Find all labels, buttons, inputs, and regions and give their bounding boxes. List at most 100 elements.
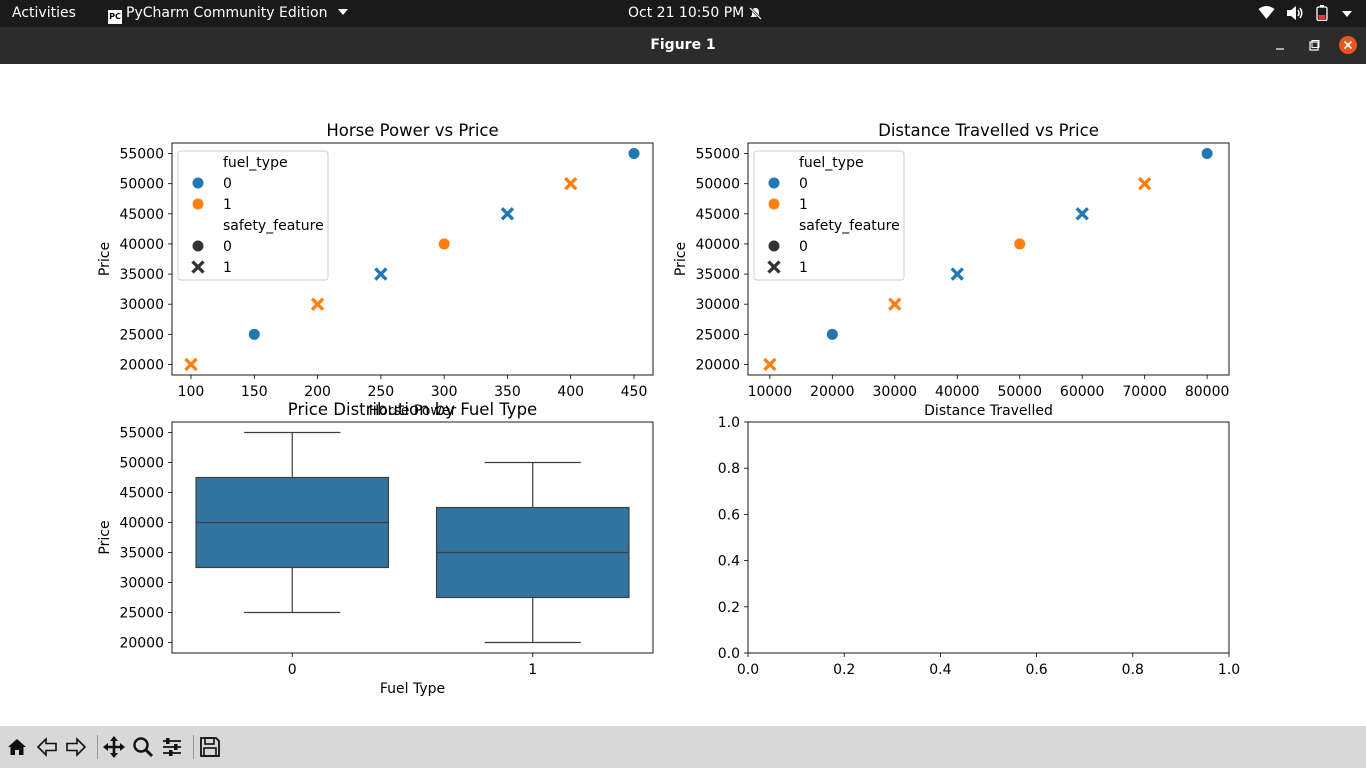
legend-marker <box>767 197 781 211</box>
y-tick-label: 1.0 <box>718 415 740 431</box>
y-tick-label: 45000 <box>119 207 164 223</box>
y-tick-label: 50000 <box>119 177 164 193</box>
x-tick-label: 1.0 <box>1218 662 1240 678</box>
data-point <box>374 267 388 281</box>
data-point <box>888 297 902 311</box>
data-point <box>950 267 964 281</box>
y-tick-label: 25000 <box>695 327 740 343</box>
x-tick-label: 0.0 <box>737 662 759 678</box>
wifi-icon[interactable] <box>1258 6 1275 21</box>
axes-frame <box>747 142 1230 376</box>
legend-title: safety_feature <box>223 218 324 234</box>
data-point <box>1138 177 1152 191</box>
legend-label: 1 <box>799 197 808 213</box>
legend: fuel_type 0 1 safety_feature 0 1 <box>753 150 905 281</box>
close-icon[interactable] <box>1338 35 1358 55</box>
x-tick-label: 350 <box>494 384 521 400</box>
chart-title: Horse Power vs Price <box>326 121 498 140</box>
pan-move-icon[interactable] <box>103 736 125 758</box>
y-tick-label: 0.4 <box>718 554 740 570</box>
app-menu[interactable]: PC PyCharm Community Edition <box>108 0 348 27</box>
data-point <box>564 177 578 191</box>
y-tick-label: 30000 <box>695 297 740 313</box>
save-floppy-icon[interactable] <box>199 736 221 758</box>
figure-svg: Horse Power vs Price20000250003000035000… <box>97 121 1240 697</box>
y-tick-label: 0.8 <box>718 461 740 477</box>
data-point <box>1075 207 1089 221</box>
chart-title: Price Distribution by Fuel Type <box>288 400 537 419</box>
x-tick-label: 300 <box>431 384 458 400</box>
x-axis-label: Horse Power <box>369 403 457 419</box>
y-tick-label: 35000 <box>119 267 164 283</box>
legend-label: 1 <box>223 260 232 276</box>
matplotlib-toolbar <box>0 726 1366 768</box>
y-tick-label: 45000 <box>695 207 740 223</box>
system-top-bar: Activities PC PyCharm Community Edition O… <box>0 0 1366 27</box>
y-tick-label: 25000 <box>119 606 164 622</box>
y-tick-label: 35000 <box>119 546 164 562</box>
y-tick-label: 40000 <box>695 237 740 253</box>
data-point <box>437 237 451 251</box>
legend: fuel_type 0 1 safety_feature 0 1 <box>177 150 329 281</box>
x-tick-label: 70000 <box>1122 384 1167 400</box>
y-tick-label: 20000 <box>119 357 164 373</box>
data-point <box>184 357 198 372</box>
app-menu-label: PyCharm Community Edition <box>126 5 328 21</box>
x-tick-label: 250 <box>367 384 394 400</box>
y-tick-label: 40000 <box>119 516 164 532</box>
legend-title: fuel_type <box>223 155 288 171</box>
clock[interactable]: Oct 21 10:50 PM <box>628 5 745 21</box>
x-tick-label: 200 <box>304 384 331 400</box>
legend-marker <box>767 239 781 253</box>
x-tick-label: 0.2 <box>833 662 855 678</box>
legend-title: fuel_type <box>799 155 864 171</box>
y-axis-label: Price <box>97 520 113 554</box>
x-tick-label: 0 <box>288 662 297 678</box>
box-1 <box>435 461 630 644</box>
battery-icon[interactable] <box>1316 5 1328 22</box>
axes-frame <box>171 421 654 654</box>
chevron-down-icon <box>337 9 348 15</box>
y-tick-label: 55000 <box>119 147 164 163</box>
y-tick-label: 0.2 <box>718 600 740 616</box>
data-point <box>1200 147 1214 161</box>
box-0 <box>195 431 390 614</box>
legend-frame <box>753 150 905 281</box>
y-tick-label: 40000 <box>119 237 164 253</box>
legend-marker <box>191 176 205 190</box>
y-tick-label: 50000 <box>119 456 164 472</box>
zoom-magnifier-icon[interactable] <box>132 736 154 758</box>
minimize-icon[interactable] <box>1271 37 1289 55</box>
maximize-icon[interactable] <box>1305 37 1323 55</box>
x-axis-label: Distance Travelled <box>924 403 1053 419</box>
data-point <box>763 357 777 372</box>
x-tick-label: 30000 <box>873 384 918 400</box>
x-tick-label: 10000 <box>748 384 793 400</box>
y-tick-label: 45000 <box>119 486 164 502</box>
home-icon[interactable] <box>6 736 28 758</box>
x-tick-label: 40000 <box>935 384 980 400</box>
legend-title: safety_feature <box>799 218 900 234</box>
toolbar-divider <box>97 735 98 759</box>
subplot-4: 0.0 0.2 0.4 0.6 0.8 1.0 0.0 0.2 0.4 0.6 0.8 1.0 <box>718 415 1240 678</box>
x-tick-label: 50000 <box>997 384 1042 400</box>
legend-label: 0 <box>799 239 808 255</box>
volume-icon[interactable] <box>1286 5 1304 22</box>
y-axis-label: Price <box>97 242 113 276</box>
configure-subplots-icon[interactable] <box>161 736 183 758</box>
data-point <box>1013 237 1027 251</box>
back-arrow-icon[interactable] <box>36 736 58 758</box>
forward-arrow-icon[interactable] <box>65 736 87 758</box>
activities-button[interactable]: Activities <box>12 5 76 21</box>
y-tick-label: 35000 <box>695 267 740 283</box>
legend-marker <box>191 239 205 253</box>
legend-frame <box>177 150 329 281</box>
legend-label: 0 <box>223 239 232 255</box>
legend-marker <box>191 197 205 211</box>
system-menu-chevron-icon[interactable] <box>1342 5 1352 22</box>
pycharm-icon: PC <box>108 10 122 24</box>
window-title: Figure 1 <box>650 37 716 53</box>
y-tick-label: 55000 <box>119 426 164 442</box>
x-tick-label: 80000 <box>1185 384 1230 400</box>
legend-marker <box>767 260 781 274</box>
